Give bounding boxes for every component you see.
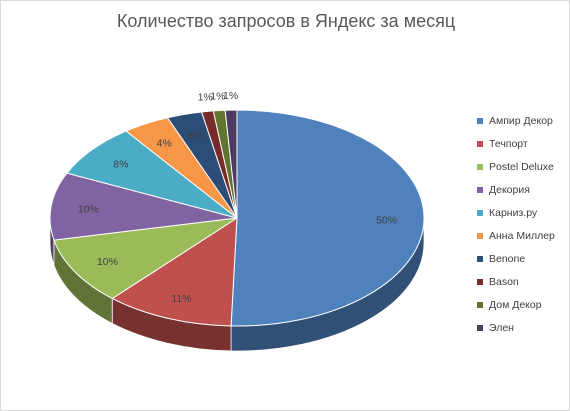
data-label-postel-deluxe: 10% <box>97 256 118 268</box>
legend: Ампир Декор Течпорт Postel Deluxe Декория Ка… <box>477 109 569 339</box>
legend-swatch <box>477 163 483 170</box>
legend-swatch <box>477 278 483 285</box>
legend-item-ампир-декор: Ампир Декор <box>477 109 569 132</box>
legend-label: Postel Deluxe <box>489 160 554 173</box>
legend-swatch <box>477 209 483 216</box>
legend-item-postel-deluxe: Postel Deluxe <box>477 155 569 178</box>
legend-item-benone: Benone <box>477 247 569 270</box>
legend-swatch <box>477 255 483 262</box>
pie-slice-элен <box>224 109 238 219</box>
legend-item-карниз-ру: Карниз.ру <box>477 201 569 224</box>
data-label-вason: 1% <box>198 92 213 104</box>
data-label-карниз-ру: 8% <box>113 159 128 171</box>
legend-swatch <box>477 140 483 147</box>
pie-slice-postel-deluxe <box>53 217 238 300</box>
pie-slice-течпорт <box>111 217 238 327</box>
chart-title: Количество запросов в Яндекс за месяц <box>116 11 456 31</box>
legend-swatch <box>477 117 483 124</box>
pie-slice-ампир-декор <box>230 109 425 327</box>
legend-item-анна-миллер: Анна Миллер <box>477 224 569 247</box>
legend-label: Ампир Декор <box>489 114 553 127</box>
legend-label: Анна Миллер <box>489 229 555 242</box>
legend-item-элен: Элен <box>477 316 569 339</box>
legend-label: Benone <box>489 252 526 265</box>
legend-swatch <box>477 232 483 239</box>
legend-swatch <box>477 186 483 193</box>
data-label-дом-декор: 1% <box>210 91 225 103</box>
data-label-элен: 1% <box>223 90 238 102</box>
legend-label: Декория <box>489 183 530 196</box>
legend-swatch <box>477 324 483 331</box>
legend-item-дом-декор: Дом Декор <box>477 293 569 316</box>
legend-item-течпорт: Течпорт <box>477 132 569 155</box>
legend-label: Течпорт <box>489 137 528 150</box>
legend-label: Дом Декор <box>489 298 542 311</box>
legend-label: Карниз.ру <box>489 206 538 219</box>
data-label-декория: 10% <box>78 203 99 215</box>
legend-label: Вason <box>489 275 519 288</box>
legend-swatch <box>477 301 483 308</box>
data-label-benone: 3% <box>187 130 202 142</box>
legend-item-декория: Декория <box>477 178 569 201</box>
pie-slice-карниз-ру <box>66 130 238 219</box>
data-label-ампир-декор: 50% <box>376 214 397 226</box>
legend-item-вason: Вason <box>477 270 569 293</box>
data-label-течпорт: 11% <box>171 293 191 305</box>
pie-slice-декория <box>49 172 238 241</box>
data-label-анна-миллер: 4% <box>157 137 172 149</box>
legend-label: Элен <box>489 321 514 334</box>
